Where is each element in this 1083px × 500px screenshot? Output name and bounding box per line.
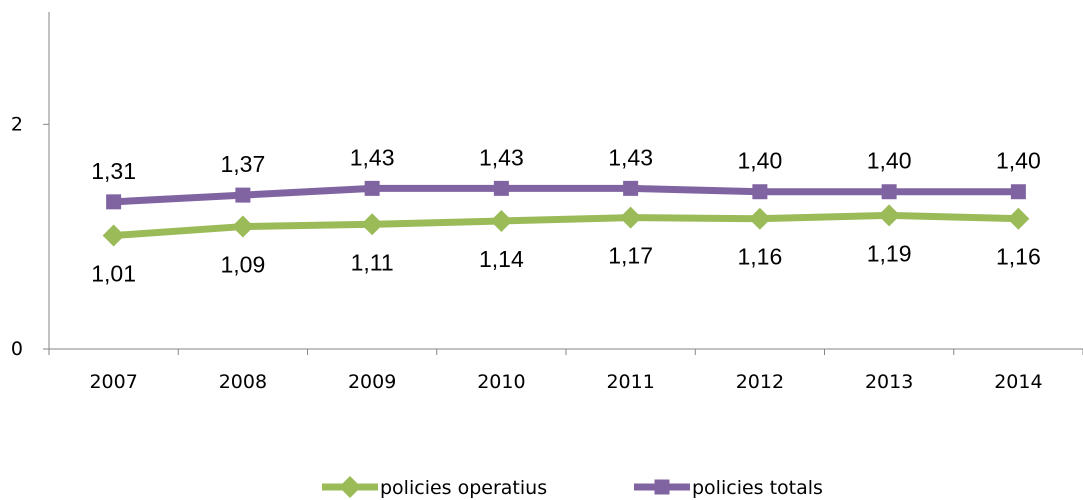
x-tick-label: 2008 [219,371,267,393]
data-label: 1,40 [996,148,1041,174]
data-label: 1,09 [220,252,265,278]
x-tick-label: 2009 [348,371,396,393]
data-label: 1,11 [351,249,394,275]
data-point [493,180,509,196]
data-point [881,184,897,200]
data-point [490,209,513,232]
data-point [1007,207,1030,230]
data-label: 1,43 [350,144,395,170]
data-point [102,224,125,247]
series-1 [106,180,1026,210]
legend-label: policies operatius [380,477,547,499]
x-tick-label: 2010 [477,371,525,393]
series-line [113,211,1019,240]
y-tick-label: 0 [11,338,23,360]
x-tick-label: 2011 [606,371,654,393]
data-labels: 1,01 1,09 1,11 1,14 1,17 1,16 1,19 1,16 1,31 1,37… [91,144,1041,286]
x-tick-label: 2012 [736,371,784,393]
legend-label: policies totals [692,477,823,499]
legend-item: policies operatius [322,476,547,499]
data-label: 1,01 [91,261,136,287]
data-label: 1,14 [479,246,524,272]
data-label: 1,40 [737,148,782,174]
series-line [113,184,1019,206]
data-point [878,204,901,227]
data-point [231,215,254,238]
data-label: 1,16 [996,244,1041,270]
data-point [106,194,122,210]
legend-marker [339,476,361,498]
legend-marker [654,479,670,495]
data-label: 1,43 [608,144,653,170]
data-point [623,180,639,196]
data-label: 1,19 [867,240,912,266]
data-point [1010,184,1026,200]
data-label: 1,37 [220,151,265,177]
x-tick-label: 2014 [994,371,1042,393]
legend-item: policies totals [634,477,823,499]
data-label: 1,17 [608,243,653,269]
data-label: 1,40 [867,148,912,174]
y-tick-label: 2 [11,113,23,135]
data-point [364,180,380,196]
data-point [619,206,642,229]
series-layer [102,180,1030,247]
axes: 0 2 2007 2008 2009 2010 2011 2012 2013 2014 [11,12,1083,393]
data-point [752,184,768,200]
data-label: 1,16 [737,244,782,270]
x-tick-label: 2013 [865,371,913,393]
data-label: 1,43 [479,144,524,170]
x-tick-label: 2007 [89,371,137,393]
data-point [235,187,251,203]
data-label: 1,31 [91,158,136,184]
series-0 [102,204,1030,247]
legend: policies operatius policies totals [322,476,823,499]
data-point [361,213,384,236]
data-point [748,207,771,230]
